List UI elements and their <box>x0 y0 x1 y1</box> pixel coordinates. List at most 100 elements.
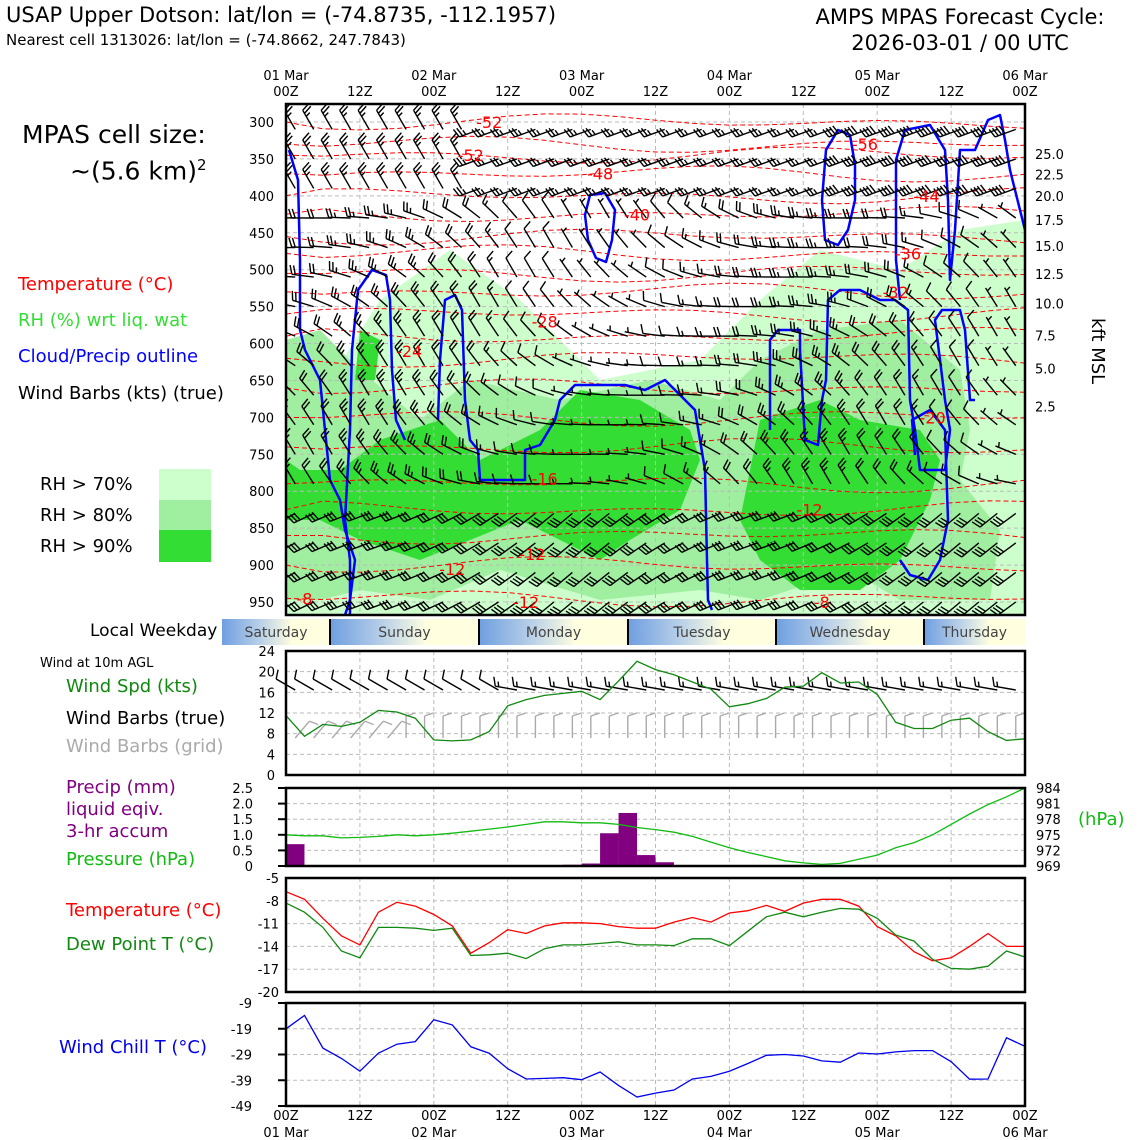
barb-half-flag <box>394 438 399 444</box>
barb-flag <box>751 186 759 196</box>
barb-half-flag <box>908 289 912 296</box>
wind-barb <box>822 571 850 584</box>
barb-flag <box>694 355 699 366</box>
barb-flag <box>359 105 367 114</box>
barb-flag <box>416 544 424 553</box>
barb-flag <box>871 340 878 350</box>
barb-half-flag <box>552 681 555 687</box>
barb-flag <box>431 372 439 381</box>
barb-shaft <box>929 346 943 367</box>
barb-half-flag <box>841 466 846 472</box>
barb-flag <box>755 599 763 608</box>
barb-flag <box>639 414 644 424</box>
barb-flag <box>622 127 630 137</box>
barb-flag <box>874 460 882 470</box>
barb-flag <box>974 607 984 615</box>
wind-barb <box>942 253 961 278</box>
barb-flag <box>451 312 460 321</box>
barb-shaft <box>569 685 591 691</box>
legend-rh: RH (%) wrt liq. wat <box>18 310 188 331</box>
barb-shaft <box>967 346 980 367</box>
barb-flag <box>977 576 986 583</box>
barb-shaft <box>882 215 905 219</box>
barb-shaft <box>886 542 906 557</box>
barb-flag <box>269 547 276 553</box>
temperature-contour-label: -28 <box>532 312 558 331</box>
barb-shaft <box>851 349 869 367</box>
barb-flag <box>717 406 721 417</box>
barb-flag <box>448 372 455 382</box>
wind-barb <box>892 368 906 396</box>
wind-barb <box>286 246 296 249</box>
barb-flag <box>916 610 925 615</box>
barb-half-flag <box>615 228 620 234</box>
barb-flag <box>819 457 827 466</box>
weekday-label: Monday <box>526 625 581 641</box>
barb-flag <box>459 471 463 481</box>
barb-shaft <box>347 242 370 249</box>
cross-section-body: -52-52-56-48-44-40-36-32-28-24-20-16-12-… <box>269 104 1025 615</box>
barb-flag <box>904 712 915 717</box>
barb-half-flag <box>835 324 838 330</box>
barb-flag <box>325 208 330 218</box>
barb-flag <box>449 161 458 170</box>
barb-flag <box>329 235 334 246</box>
barb-flag <box>714 512 722 521</box>
barb-flag <box>548 676 552 687</box>
barb-shaft <box>939 210 961 219</box>
barb-flag <box>275 603 282 609</box>
barb-flag <box>565 580 575 588</box>
barb-shaft <box>476 480 499 485</box>
wind-barb <box>770 205 795 219</box>
barb-flag <box>547 521 556 529</box>
barb-flag <box>942 253 948 264</box>
barb-flag <box>625 604 635 611</box>
barb-flag <box>771 267 777 278</box>
barb-flag <box>700 196 705 207</box>
barb-shaft <box>532 685 555 691</box>
barb-flag <box>515 605 524 612</box>
barb-flag <box>977 605 986 612</box>
barb-shaft <box>960 441 980 455</box>
barb-flag <box>351 260 354 270</box>
barb-flag <box>757 402 762 412</box>
barb-shaft <box>753 685 776 691</box>
wind-barb <box>453 601 481 614</box>
barb-shaft <box>893 405 906 426</box>
barb-flag <box>868 313 874 323</box>
barb-half-flag <box>982 230 987 236</box>
barb-shaft <box>368 678 388 691</box>
barb-flag <box>565 610 574 615</box>
barb-half-flag <box>499 159 504 165</box>
barb-flag <box>995 516 1005 523</box>
barb-half-flag <box>554 188 559 195</box>
barb-half-flag <box>630 261 634 267</box>
barb-flag <box>699 511 707 520</box>
barb-flag <box>511 676 515 687</box>
barb-flag <box>884 185 892 195</box>
wind-barb <box>841 542 869 555</box>
barb-flag <box>340 135 349 144</box>
wind-barb <box>943 430 961 455</box>
barb-flag <box>296 342 301 352</box>
barb-flag <box>845 208 851 219</box>
wind-barb <box>422 199 444 219</box>
wind-barb <box>509 512 536 528</box>
barb-shaft <box>568 482 591 485</box>
barb-shaft <box>891 435 906 455</box>
barb-flag <box>641 545 650 554</box>
barb-flag <box>490 520 500 527</box>
barb-flag <box>305 603 313 612</box>
barb-flag <box>954 127 962 137</box>
barb-flag <box>748 513 756 522</box>
wind-barb <box>772 349 795 367</box>
barb-flag <box>819 401 826 411</box>
barb-flag <box>567 186 575 196</box>
barb-flag <box>928 398 936 408</box>
barb-half-flag <box>814 271 817 277</box>
barb-half-flag <box>334 240 337 246</box>
barb-flag <box>902 126 910 135</box>
barb-flag <box>828 156 836 165</box>
barb-shaft <box>578 228 592 248</box>
barb-flag <box>791 206 795 217</box>
